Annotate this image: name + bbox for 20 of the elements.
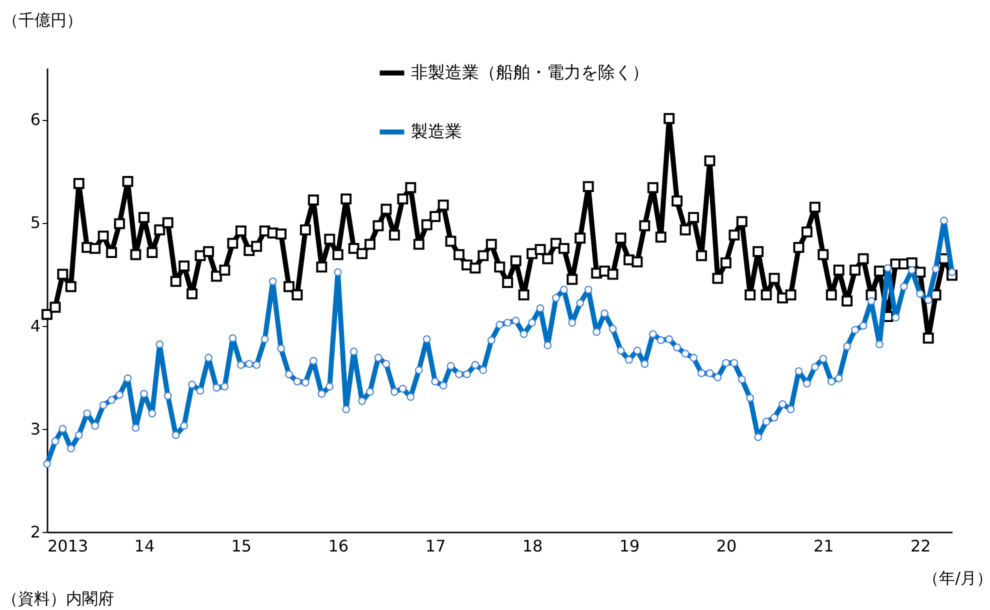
text: （資料）内閣府 — [2, 589, 114, 608]
x-axis-title: （年/月） — [923, 568, 990, 588]
x-tick-label: 19 — [619, 536, 640, 556]
x-tick-label: 18 — [522, 536, 543, 556]
x-tick-label: 15 — [231, 536, 252, 556]
y-tick-label: 3 — [30, 419, 40, 438]
x-tick-label: 16 — [328, 536, 349, 556]
y-tick-label: 2 — [30, 522, 40, 542]
x-tick-label: 22 — [910, 536, 931, 556]
x-tick-label: 17 — [425, 536, 446, 556]
y-tick-label: 5 — [30, 213, 40, 232]
x-tick-label: 14 — [134, 536, 155, 556]
x-tick-label: 2013 — [48, 536, 88, 556]
x-tick-label: 21 — [813, 536, 834, 556]
y-tick-label: 6 — [30, 110, 40, 130]
legend-label: 非製造業（船舶・電力を除く） — [411, 63, 649, 83]
legend-label: 製造業 — [411, 122, 462, 142]
y-axis-title: （千億円） — [2, 10, 82, 30]
y-tick-label: 4 — [30, 316, 40, 336]
x-tick-label: 20 — [716, 536, 737, 556]
